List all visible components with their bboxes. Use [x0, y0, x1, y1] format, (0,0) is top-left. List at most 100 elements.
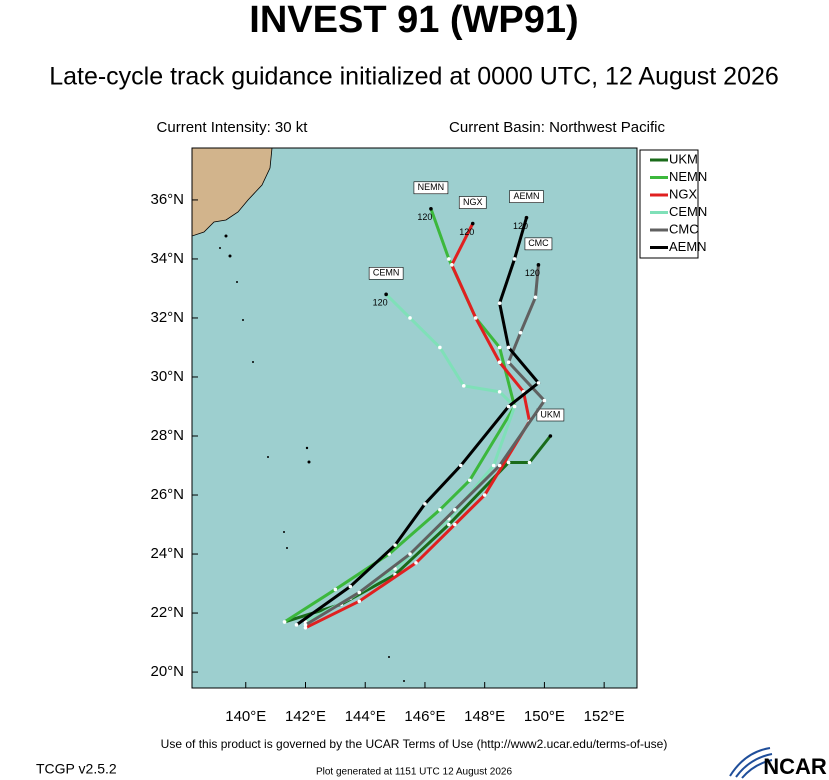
x-tick-label: 152°E [584, 708, 625, 725]
y-tick-label: 36°N [150, 191, 184, 208]
track-point [506, 360, 511, 365]
subtitle: Late-cycle track guidance initialized at… [49, 63, 779, 91]
legend-label: UKM [669, 151, 698, 166]
logo: NCAR [763, 754, 827, 779]
track-point [447, 257, 451, 261]
model-box [368, 267, 404, 280]
legend-label: NEMN [669, 169, 707, 184]
track-point [497, 389, 502, 394]
track-point [414, 561, 418, 565]
track-point [542, 398, 547, 403]
legend [639, 149, 699, 259]
track-point [294, 623, 299, 627]
title: INVEST 91 (WP91) [249, 0, 578, 41]
model-box [536, 408, 565, 422]
end-hour: 120 [525, 268, 540, 278]
legend-label: NGX [669, 186, 698, 201]
track-point [447, 522, 451, 527]
track-point [357, 599, 362, 604]
track-point [470, 221, 475, 226]
x-tick-label: 142°E [285, 708, 326, 725]
end-hour: 120 [373, 298, 388, 308]
x-tick-label: 144°E [345, 708, 386, 725]
track-point [512, 257, 517, 261]
track-point [408, 316, 412, 320]
track-point [506, 404, 511, 409]
track-point [536, 263, 541, 267]
track-point [524, 215, 529, 220]
track-point [429, 206, 433, 211]
model-box [413, 181, 449, 195]
y-tick-label: 22°N [150, 604, 184, 621]
track-point [384, 292, 388, 297]
legend-label: CEMN [669, 204, 707, 219]
end-hour: 120 [513, 221, 528, 231]
model-box [458, 196, 487, 209]
version: TCGP v2.5.2 [36, 761, 117, 777]
model-label: UKM [540, 409, 560, 419]
model-label: NEMN [418, 182, 445, 192]
track-point [533, 295, 538, 300]
track-point [497, 463, 502, 468]
track-point [357, 590, 362, 595]
model-box [509, 190, 544, 203]
ocean [192, 148, 637, 688]
y-tick-label: 26°N [150, 486, 184, 503]
track-point [450, 263, 454, 267]
track-point [527, 460, 532, 465]
model-label: CMC [528, 238, 549, 248]
map-frame [191, 147, 638, 689]
x-tick-label: 146°E [404, 708, 445, 725]
model-label: AEMN [513, 191, 539, 201]
track-point [453, 507, 457, 512]
logo-mark [729, 747, 773, 779]
track-point [491, 463, 496, 468]
track-point [482, 493, 487, 497]
track-point [333, 587, 338, 592]
y-tick-label: 34°N [150, 250, 184, 267]
track-point [461, 384, 466, 388]
legend-label: CMC [669, 221, 699, 236]
intensity: Current Intensity: 30 kt [157, 119, 309, 136]
model-box [524, 237, 553, 251]
model-label: CEMN [373, 268, 400, 278]
end-hour: 120 [459, 227, 474, 237]
track-point [408, 552, 412, 556]
track-point [548, 434, 553, 438]
track-point [453, 522, 457, 527]
track-point [348, 584, 353, 589]
track-point [506, 345, 511, 350]
basin: Current Basin: Northwest Pacific [449, 119, 665, 136]
track-point [473, 316, 478, 320]
track-point [458, 463, 463, 468]
terms: Use of this product is governed by the U… [161, 737, 668, 751]
y-tick-label: 24°N [150, 545, 184, 562]
track-point [467, 478, 472, 483]
track-point [393, 566, 397, 571]
track-point [518, 330, 523, 335]
track-point [303, 623, 308, 627]
track [304, 264, 547, 627]
track-point [438, 345, 442, 350]
model-label: NGX [463, 197, 483, 207]
track-point [536, 381, 541, 385]
track-point [512, 404, 517, 409]
x-tick-label: 140°E [225, 708, 266, 725]
track-point [497, 301, 502, 306]
track-point [423, 502, 427, 506]
y-tick-label: 30°N [150, 368, 184, 385]
generated: Plot generated at 1151 UTC 12 August 202… [316, 767, 513, 778]
legend-label: AEMN [669, 239, 707, 254]
track-point [438, 507, 442, 512]
track-point [303, 626, 308, 630]
y-tick-label: 28°N [150, 427, 184, 444]
track-point [393, 543, 397, 547]
y-tick-label: 20°N [150, 663, 184, 680]
track-point [497, 360, 502, 365]
track-point [497, 345, 502, 350]
y-tick-label: 32°N [150, 309, 184, 326]
end-hour: 120 [417, 212, 432, 222]
x-tick-label: 150°E [524, 708, 565, 725]
track-point [282, 620, 287, 624]
